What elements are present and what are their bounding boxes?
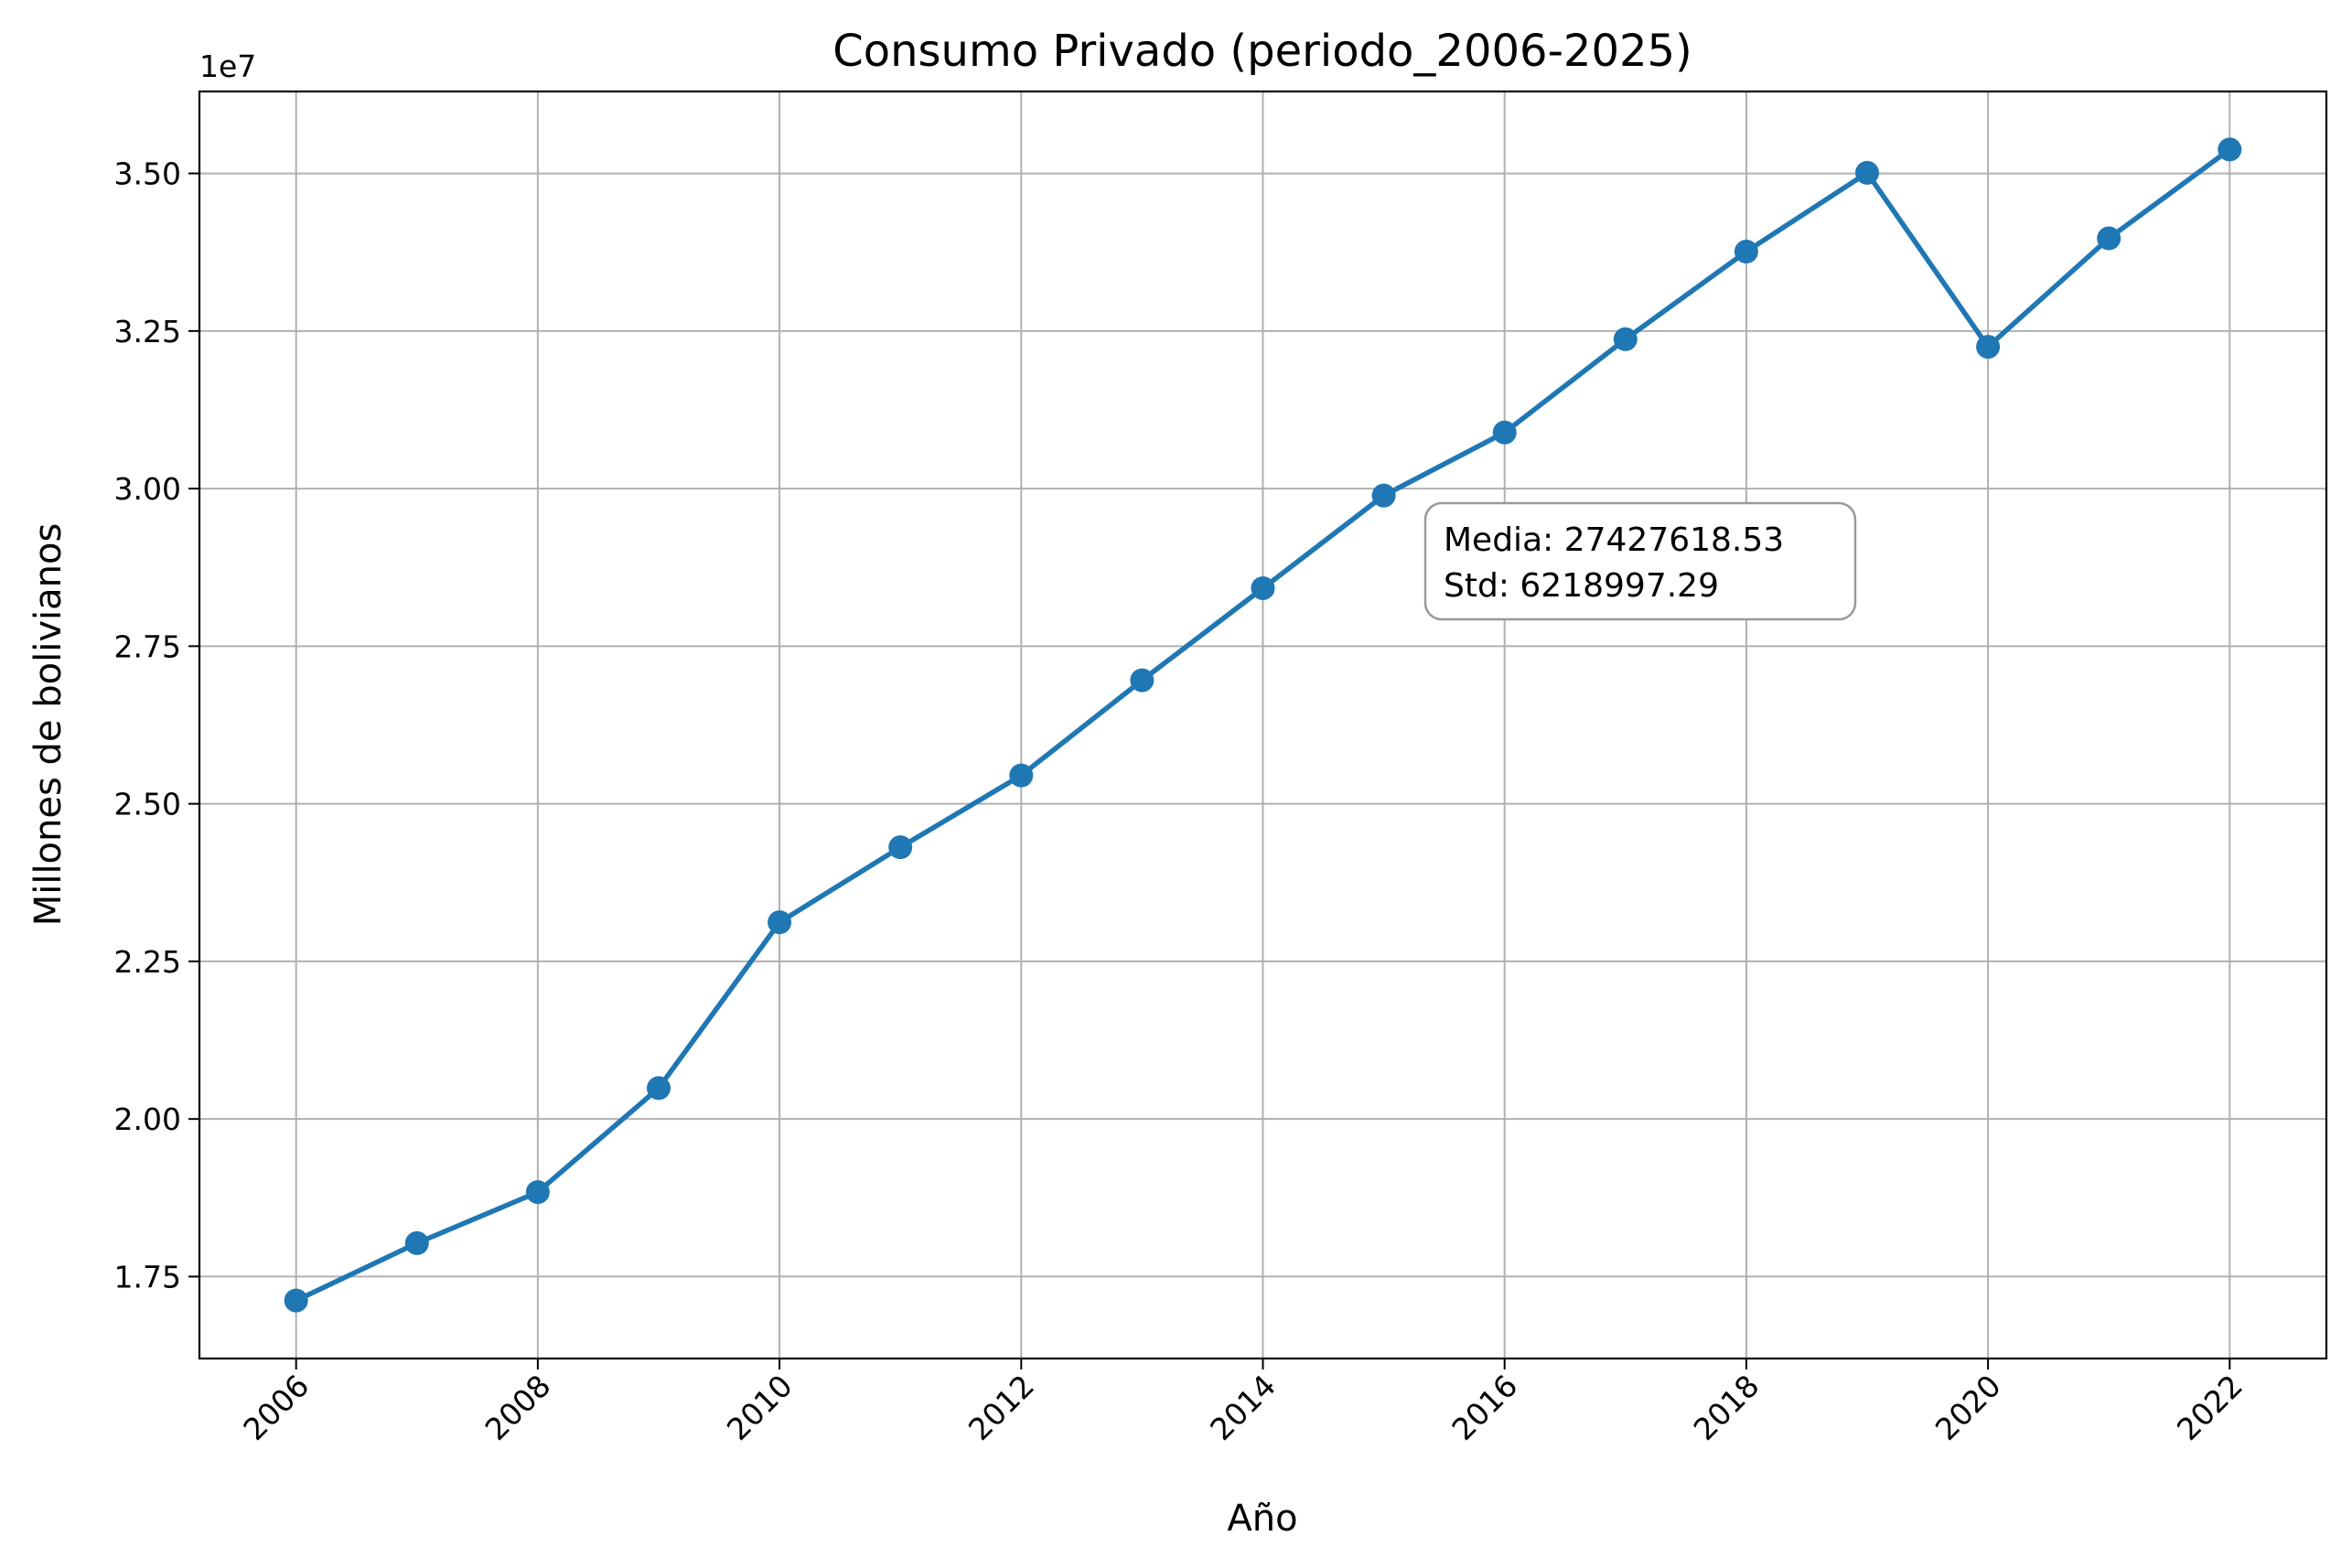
data-point bbox=[1734, 240, 1758, 264]
data-point bbox=[525, 1180, 550, 1205]
data-point bbox=[284, 1288, 308, 1313]
x-axis-label: Año bbox=[1227, 1498, 1297, 1540]
y-tick-label: 3.25 bbox=[114, 314, 181, 349]
data-point bbox=[1855, 160, 1880, 185]
data-point bbox=[1130, 668, 1155, 693]
stats-box bbox=[1423, 501, 1857, 621]
data-point bbox=[1492, 420, 1517, 445]
y-axis-label: Millones de bolivianos bbox=[27, 523, 70, 927]
y-offset-text: 1e7 bbox=[199, 48, 256, 84]
y-tick-label: 3.50 bbox=[114, 156, 181, 192]
y-axis-ticks: 1.75 2.00 2.25 2.50 2.75 3.00 3.25 3.50 bbox=[114, 156, 199, 1294]
y-tick-label: 3.00 bbox=[114, 471, 181, 507]
data-point bbox=[1976, 335, 2001, 360]
stats-std: Std: 6218997.29 bbox=[1444, 567, 1719, 605]
data-point bbox=[768, 910, 792, 935]
data-point bbox=[1371, 483, 1396, 508]
data-point bbox=[2097, 226, 2121, 251]
y-tick-label: 2.25 bbox=[114, 944, 181, 980]
y-tick-label: 2.75 bbox=[114, 628, 181, 664]
data-point bbox=[888, 835, 913, 860]
data-point bbox=[2218, 137, 2242, 162]
stats-annotation: Media: 27427618.53 Std: 6218997.29 bbox=[1423, 501, 1857, 621]
y-tick-label: 2.00 bbox=[114, 1101, 181, 1137]
data-point bbox=[1613, 327, 1638, 351]
data-point bbox=[646, 1076, 671, 1101]
data-point bbox=[1251, 575, 1275, 600]
data-point bbox=[404, 1230, 429, 1255]
y-tick-label: 2.50 bbox=[114, 787, 181, 822]
data-points bbox=[284, 137, 2242, 1313]
chart-title: Consumo Privado (periodo_2006-2025) bbox=[832, 26, 1692, 77]
grid bbox=[199, 91, 2326, 1359]
y-tick-label: 1.75 bbox=[114, 1259, 181, 1294]
stats-mean: Media: 27427618.53 bbox=[1444, 521, 1784, 559]
data-point bbox=[1009, 763, 1034, 788]
